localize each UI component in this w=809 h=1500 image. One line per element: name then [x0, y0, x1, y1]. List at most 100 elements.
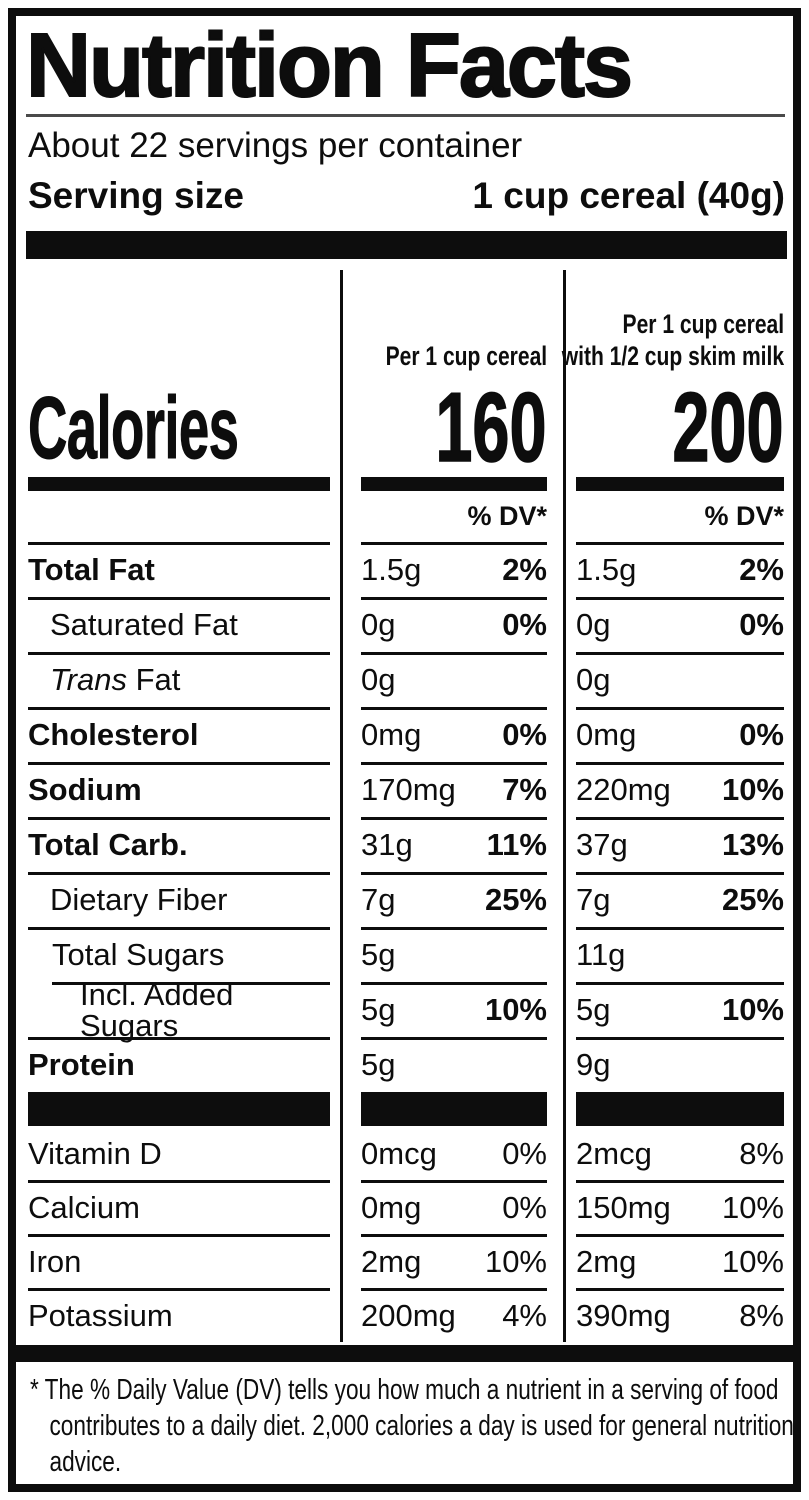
cereal-value-cell: 0mg 0%	[340, 1180, 563, 1238]
amount-value: 31g	[361, 827, 413, 863]
amount-value: 0g	[576, 662, 611, 698]
amount-value: 150mg	[576, 1189, 671, 1225]
dv-header-spacer	[28, 491, 330, 542]
dv-header-cereal: % DV*	[467, 501, 547, 532]
amount-value: 5g	[361, 992, 396, 1028]
nutrient-name: Sodium	[28, 772, 142, 808]
nutrient-name-cell: Saturated Fat	[16, 597, 340, 656]
servings-per-container-text: About 22 servings per container	[28, 126, 523, 166]
nutrient-name-cell: Total Fat	[16, 542, 340, 601]
daily-value-percent: 0%	[502, 717, 547, 753]
nutrient-name: Incl. Added Sugars	[80, 976, 234, 1043]
amount-value: 0g	[361, 607, 396, 643]
amount-value: 5g	[576, 992, 611, 1028]
serving-size-label: Serving size	[28, 175, 244, 217]
amount-value: 390mg	[576, 1297, 671, 1333]
nutrient-name-cell: Calcium	[16, 1180, 340, 1238]
daily-value-percent: 0%	[739, 607, 784, 643]
with-milk-value-cell: 11g	[563, 927, 793, 986]
nutrient-name: Cholesterol	[28, 717, 199, 753]
with-milk-value-cell: 2mcg 8%	[563, 1126, 793, 1184]
amount-value: 170mg	[361, 772, 456, 808]
nutrient-name-cell: Dietary Fiber	[16, 872, 340, 931]
amount-value: 7g	[361, 882, 396, 918]
daily-value-percent: 11%	[486, 827, 547, 863]
amount-value: 9g	[576, 1047, 611, 1083]
daily-value-percent: 10%	[484, 992, 547, 1028]
amount-value: 5g	[361, 937, 396, 973]
amount-value: 37g	[576, 827, 628, 863]
with-milk-value-cell: 0mg 0%	[563, 707, 793, 766]
section-divider-bar-middle	[361, 1092, 547, 1127]
nutrient-name: Total Carb.	[28, 827, 188, 863]
nutrient-name: Dietary Fiber	[50, 882, 228, 918]
nutrient-name-cell: Total Sugars	[16, 927, 340, 986]
daily-value-percent: 10%	[721, 772, 784, 808]
daily-value-percent: 2%	[502, 552, 547, 588]
section-divider-bar-left	[16, 1092, 340, 1127]
calories-underline-bar	[361, 477, 547, 492]
with-milk-value-cell: 9g	[563, 1037, 793, 1093]
nutrient-name: Protein	[28, 1047, 135, 1083]
nutrient-name-cell: Cholesterol	[16, 707, 340, 766]
daily-value-percent: 25%	[721, 882, 784, 918]
calories-value-cereal: 160	[435, 371, 547, 482]
nutrient-name: Total Fat	[28, 552, 155, 588]
cereal-value-cell: 0mcg 0%	[340, 1126, 563, 1184]
daily-value-percent: 10%	[721, 992, 784, 1028]
calories-label: Calories	[28, 378, 240, 477]
daily-value-percent: 0%	[739, 717, 784, 753]
section-divider-bar-left	[28, 1092, 330, 1127]
amount-value: 2mg	[576, 1243, 637, 1279]
cereal-with-milk-column-header: Per 1 cup cereal with 1/2 cup skim milk	[562, 309, 784, 373]
cereal-value-cell: 0g	[340, 652, 563, 711]
cereal-value-cell: 200mg 4%	[340, 1288, 563, 1343]
daily-value-percent: 8%	[739, 1297, 784, 1333]
amount-value: 220mg	[576, 772, 671, 808]
nutrient-name-cell: Protein	[16, 1037, 340, 1092]
calories-header-cell: Calories	[16, 270, 340, 546]
nutrient-name-cell: Potassium	[16, 1288, 340, 1342]
daily-value-percent: 0%	[502, 607, 547, 643]
milk-column-header-line2: with 1/2 cup skim milk	[561, 340, 784, 371]
nutrition-facts-label: Nutrition Facts About 22 servings per co…	[8, 8, 801, 1492]
section-divider-bar-right	[576, 1092, 784, 1127]
with-milk-value-cell: 0g 0%	[563, 597, 793, 656]
daily-value-percent: 10%	[484, 1243, 547, 1279]
cereal-column-header-cell: Per 1 cup cereal 160 % DV*	[340, 270, 563, 546]
cereal-column-header-line1: Per 1 cup cereal	[385, 340, 547, 371]
header-thick-bar	[26, 231, 787, 260]
amount-value: 1.5g	[361, 552, 422, 588]
nutrient-name-cell: Sodium	[16, 762, 340, 821]
with-milk-value-cell: 220mg 10%	[563, 762, 793, 821]
calories-underline-bar	[28, 477, 330, 492]
milk-column-header-line1: Per 1 cup cereal	[622, 309, 784, 340]
nutrient-name: Iron	[28, 1243, 82, 1279]
cereal-value-cell: 5g	[340, 927, 563, 986]
cereal-column-header: Per 1 cup cereal	[385, 341, 547, 373]
nutrient-name: Vitamin D	[28, 1135, 162, 1171]
with-milk-value-cell: 390mg 8%	[563, 1288, 793, 1343]
nutrient-name-cell: Trans Fat	[16, 652, 340, 711]
dv-header-with-milk: % DV*	[704, 501, 784, 532]
nutrient-name: Saturated Fat	[50, 607, 238, 643]
daily-value-percent: 8%	[739, 1135, 784, 1171]
calories-underline-bar	[576, 477, 784, 492]
amount-value: 0g	[361, 662, 396, 698]
cereal-value-cell: 2mg 10%	[340, 1234, 563, 1292]
cereal-value-cell: 170mg 7%	[340, 762, 563, 821]
nutrient-name: Calcium	[28, 1189, 140, 1225]
amount-value: 0mg	[361, 1189, 422, 1225]
serving-size-value: 1 cup cereal (40g)	[472, 175, 785, 217]
nutrition-facts-title: Nutrition Facts	[25, 16, 634, 116]
with-milk-value-cell: 7g 25%	[563, 872, 793, 931]
amount-value: 7g	[576, 882, 611, 918]
nutrient-name-cell: Vitamin D	[16, 1126, 340, 1184]
with-milk-value-cell: 5g 10%	[563, 982, 793, 1041]
amount-value: 0mcg	[361, 1135, 437, 1171]
daily-value-percent: 25%	[484, 882, 547, 918]
cereal-value-cell: 0mg 0%	[340, 707, 563, 766]
with-milk-value-cell: 150mg 10%	[563, 1180, 793, 1238]
with-milk-value-cell: 2mg 10%	[563, 1234, 793, 1292]
daily-value-percent: 4%	[502, 1297, 547, 1333]
